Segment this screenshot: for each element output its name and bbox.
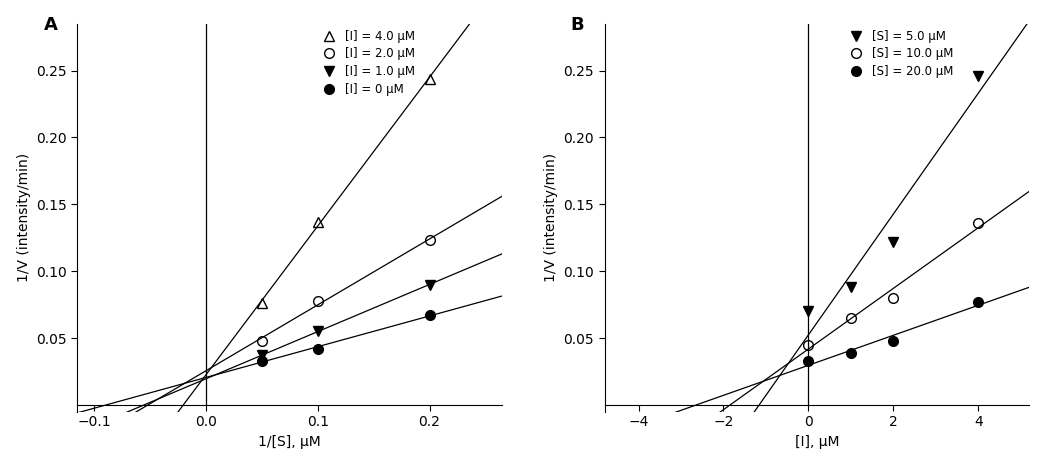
- Legend: [I] = 4.0 μM, [I] = 2.0 μM, [I] = 1.0 μM, [I] = 0 μM: [I] = 4.0 μM, [I] = 2.0 μM, [I] = 1.0 μM…: [317, 30, 415, 96]
- Text: A: A: [43, 16, 58, 34]
- X-axis label: 1/[S], μM: 1/[S], μM: [258, 435, 321, 449]
- Y-axis label: 1/V (intensity/min): 1/V (intensity/min): [544, 153, 558, 282]
- Text: B: B: [570, 16, 585, 34]
- Legend: [S] = 5.0 μM, [S] = 10.0 μM, [S] = 20.0 μM: [S] = 5.0 μM, [S] = 10.0 μM, [S] = 20.0 …: [844, 30, 954, 78]
- X-axis label: [I], μM: [I], μM: [795, 435, 839, 449]
- Y-axis label: 1/V (intensity/min): 1/V (intensity/min): [17, 153, 30, 282]
